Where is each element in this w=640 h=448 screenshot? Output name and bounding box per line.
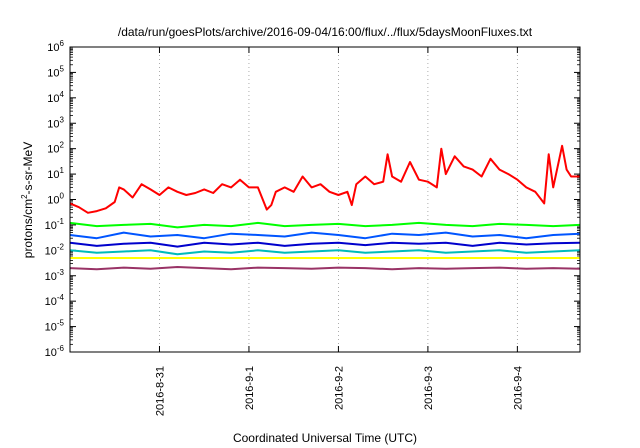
series-line-1 (69, 144, 580, 214)
y-axis-ticks: 10-6 10-5 10-4 10-3 10-2 10-1 100 101 102 103 104 1… (45, 39, 580, 359)
x-tick-label: 2016-8-31 (154, 366, 166, 416)
y-tick-label: 10-1 (45, 217, 65, 232)
y-tick-label: 104 (47, 90, 64, 105)
y-tick-label: 102 (47, 141, 64, 156)
plot-frame (69, 46, 581, 353)
y-tick-label: 10-4 (45, 293, 65, 308)
series-line-4 (69, 241, 581, 248)
grid (159, 47, 518, 352)
x-tick-label: 2016-9-1 (244, 366, 256, 410)
y-tick-label: 106 (47, 39, 64, 54)
y-tick-label: 103 (47, 115, 64, 130)
series-line-2 (69, 221, 581, 229)
series-group (69, 144, 581, 271)
y-tick-label: 10-2 (45, 242, 65, 257)
chart-title: /data/run/goesPlots/archive/2016-09-04/1… (118, 25, 533, 39)
x-axis-ticks: 2016-8-31 2016-9-1 2016-9-2 2016-9-3 2016-9-… (154, 47, 524, 416)
y-tick-label: 100 (47, 192, 64, 207)
y-axis-label: protons/cm2-s-sr-MeV (20, 142, 35, 258)
series-line-5 (69, 249, 581, 256)
y-tick-label: 10-3 (45, 268, 65, 283)
y-tick-label: 10-5 (45, 319, 65, 334)
x-axis-label: Coordinated Universal Time (UTC) (233, 431, 417, 445)
series-line-7 (69, 266, 581, 271)
y-tick-label: 10-6 (45, 344, 65, 359)
y-tick-label: 105 (47, 64, 64, 79)
x-tick-label: 2016-9-2 (333, 366, 345, 410)
y-tick-label: 101 (47, 166, 64, 181)
x-tick-label: 2016-9-4 (512, 366, 524, 410)
series-line-3 (69, 231, 581, 240)
x-tick-label: 2016-9-3 (423, 366, 435, 410)
